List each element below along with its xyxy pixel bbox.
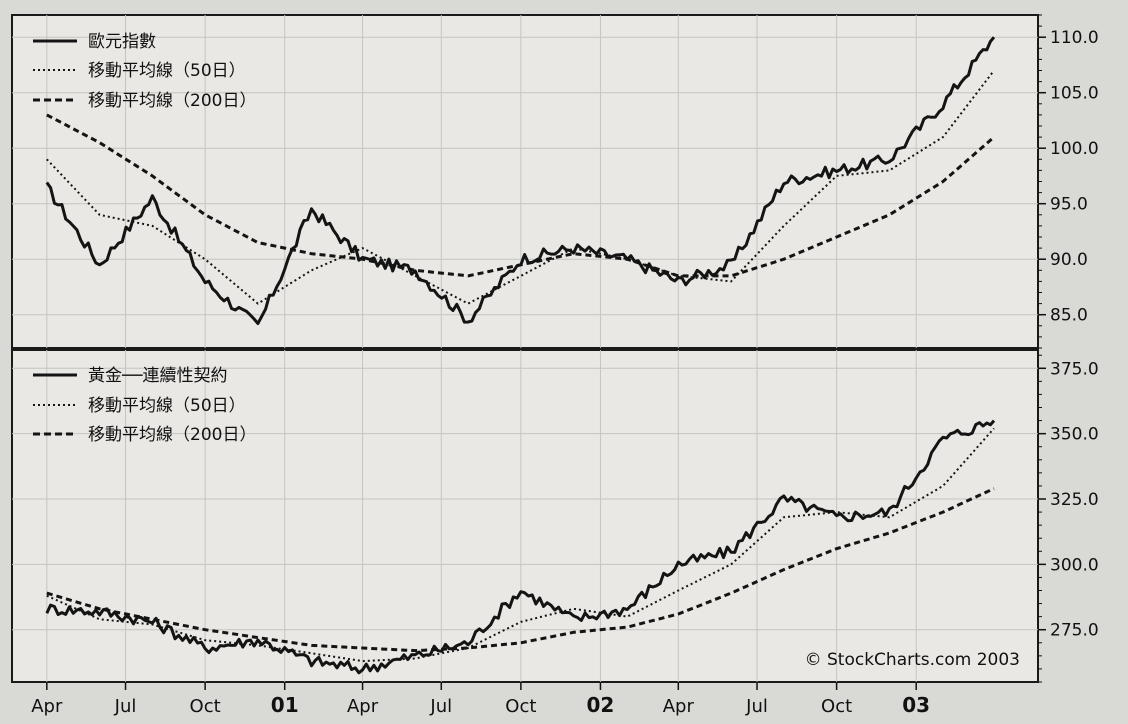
legend-label-euro-index: 歐元指數 bbox=[88, 32, 156, 52]
x-tick-label: Oct bbox=[505, 696, 536, 717]
series-line-ma200 bbox=[46, 113, 995, 278]
x-tick-label: 03 bbox=[902, 693, 930, 717]
x-tick-label: Jul bbox=[745, 696, 768, 717]
y-tick-label: 325.0 bbox=[1050, 490, 1099, 510]
bottom-legend: 黃金──連續性契約 移動平均線（50日） 移動平均線（200日） bbox=[33, 366, 256, 445]
bottom-panel-grid bbox=[12, 350, 1038, 682]
bottom-panel-y-axis: 275.0 300.0 325.0 350.0 375.0 bbox=[1038, 354, 1099, 683]
x-axis: Apr Jul Oct 01 Apr Jul Oct 02 Apr Jul Oct 03 bbox=[31, 682, 930, 717]
legend-label-ma200: 移動平均線（200日） bbox=[88, 91, 256, 111]
y-tick-label: 100.0 bbox=[1050, 139, 1099, 159]
y-tick-label: 90.0 bbox=[1050, 250, 1088, 270]
series-line-ma200 bbox=[46, 487, 995, 653]
top-panel-series bbox=[45, 36, 996, 325]
y-tick-label: 85.0 bbox=[1050, 306, 1088, 326]
x-tick-label: Oct bbox=[821, 696, 852, 717]
bottom-panel: 275.0 300.0 325.0 350.0 375.0 黃金──連續性契約 移動平均… bbox=[11, 349, 1099, 683]
x-tick-label: Oct bbox=[190, 696, 221, 717]
x-tick-label: Jul bbox=[429, 696, 452, 717]
x-tick-label: Apr bbox=[663, 696, 695, 717]
top-panel-frame bbox=[11, 14, 1039, 349]
top-panel: 85.0 90.0 95.0 100.0 105.0 110.0 歐元指數 移動平均線（5… bbox=[11, 14, 1099, 349]
x-tick-label: Jul bbox=[114, 696, 137, 717]
legend-label-ma50: 移動平均線（50日） bbox=[88, 396, 246, 416]
legend-label-gold: 黃金──連續性契約 bbox=[88, 366, 227, 386]
y-tick-label: 95.0 bbox=[1050, 195, 1088, 215]
x-tick-label: Apr bbox=[347, 696, 379, 717]
x-tick-label: 01 bbox=[271, 693, 299, 717]
series-line-price bbox=[45, 419, 996, 675]
top-panel-grid bbox=[12, 15, 1038, 348]
bottom-panel-series bbox=[45, 419, 996, 675]
copyright-text: © StockCharts.com 2003 bbox=[805, 650, 1020, 670]
legend-label-ma50: 移動平均線（50日） bbox=[88, 61, 246, 81]
series-line-ma50 bbox=[46, 427, 995, 663]
top-panel-y-axis: 85.0 90.0 95.0 100.0 105.0 110.0 bbox=[1038, 14, 1099, 349]
y-tick-label: 375.0 bbox=[1050, 359, 1099, 379]
y-tick-label: 110.0 bbox=[1050, 28, 1099, 48]
y-tick-label: 350.0 bbox=[1050, 425, 1099, 445]
x-tick-label: Apr bbox=[31, 696, 63, 717]
x-tick-label: 02 bbox=[587, 693, 615, 717]
legend-label-ma200: 移動平均線（200日） bbox=[88, 425, 256, 445]
y-tick-label: 300.0 bbox=[1050, 555, 1099, 575]
y-tick-label: 105.0 bbox=[1050, 84, 1099, 104]
y-tick-label: 275.0 bbox=[1050, 621, 1099, 641]
top-legend: 歐元指數 移動平均線（50日） 移動平均線（200日） bbox=[33, 32, 256, 111]
